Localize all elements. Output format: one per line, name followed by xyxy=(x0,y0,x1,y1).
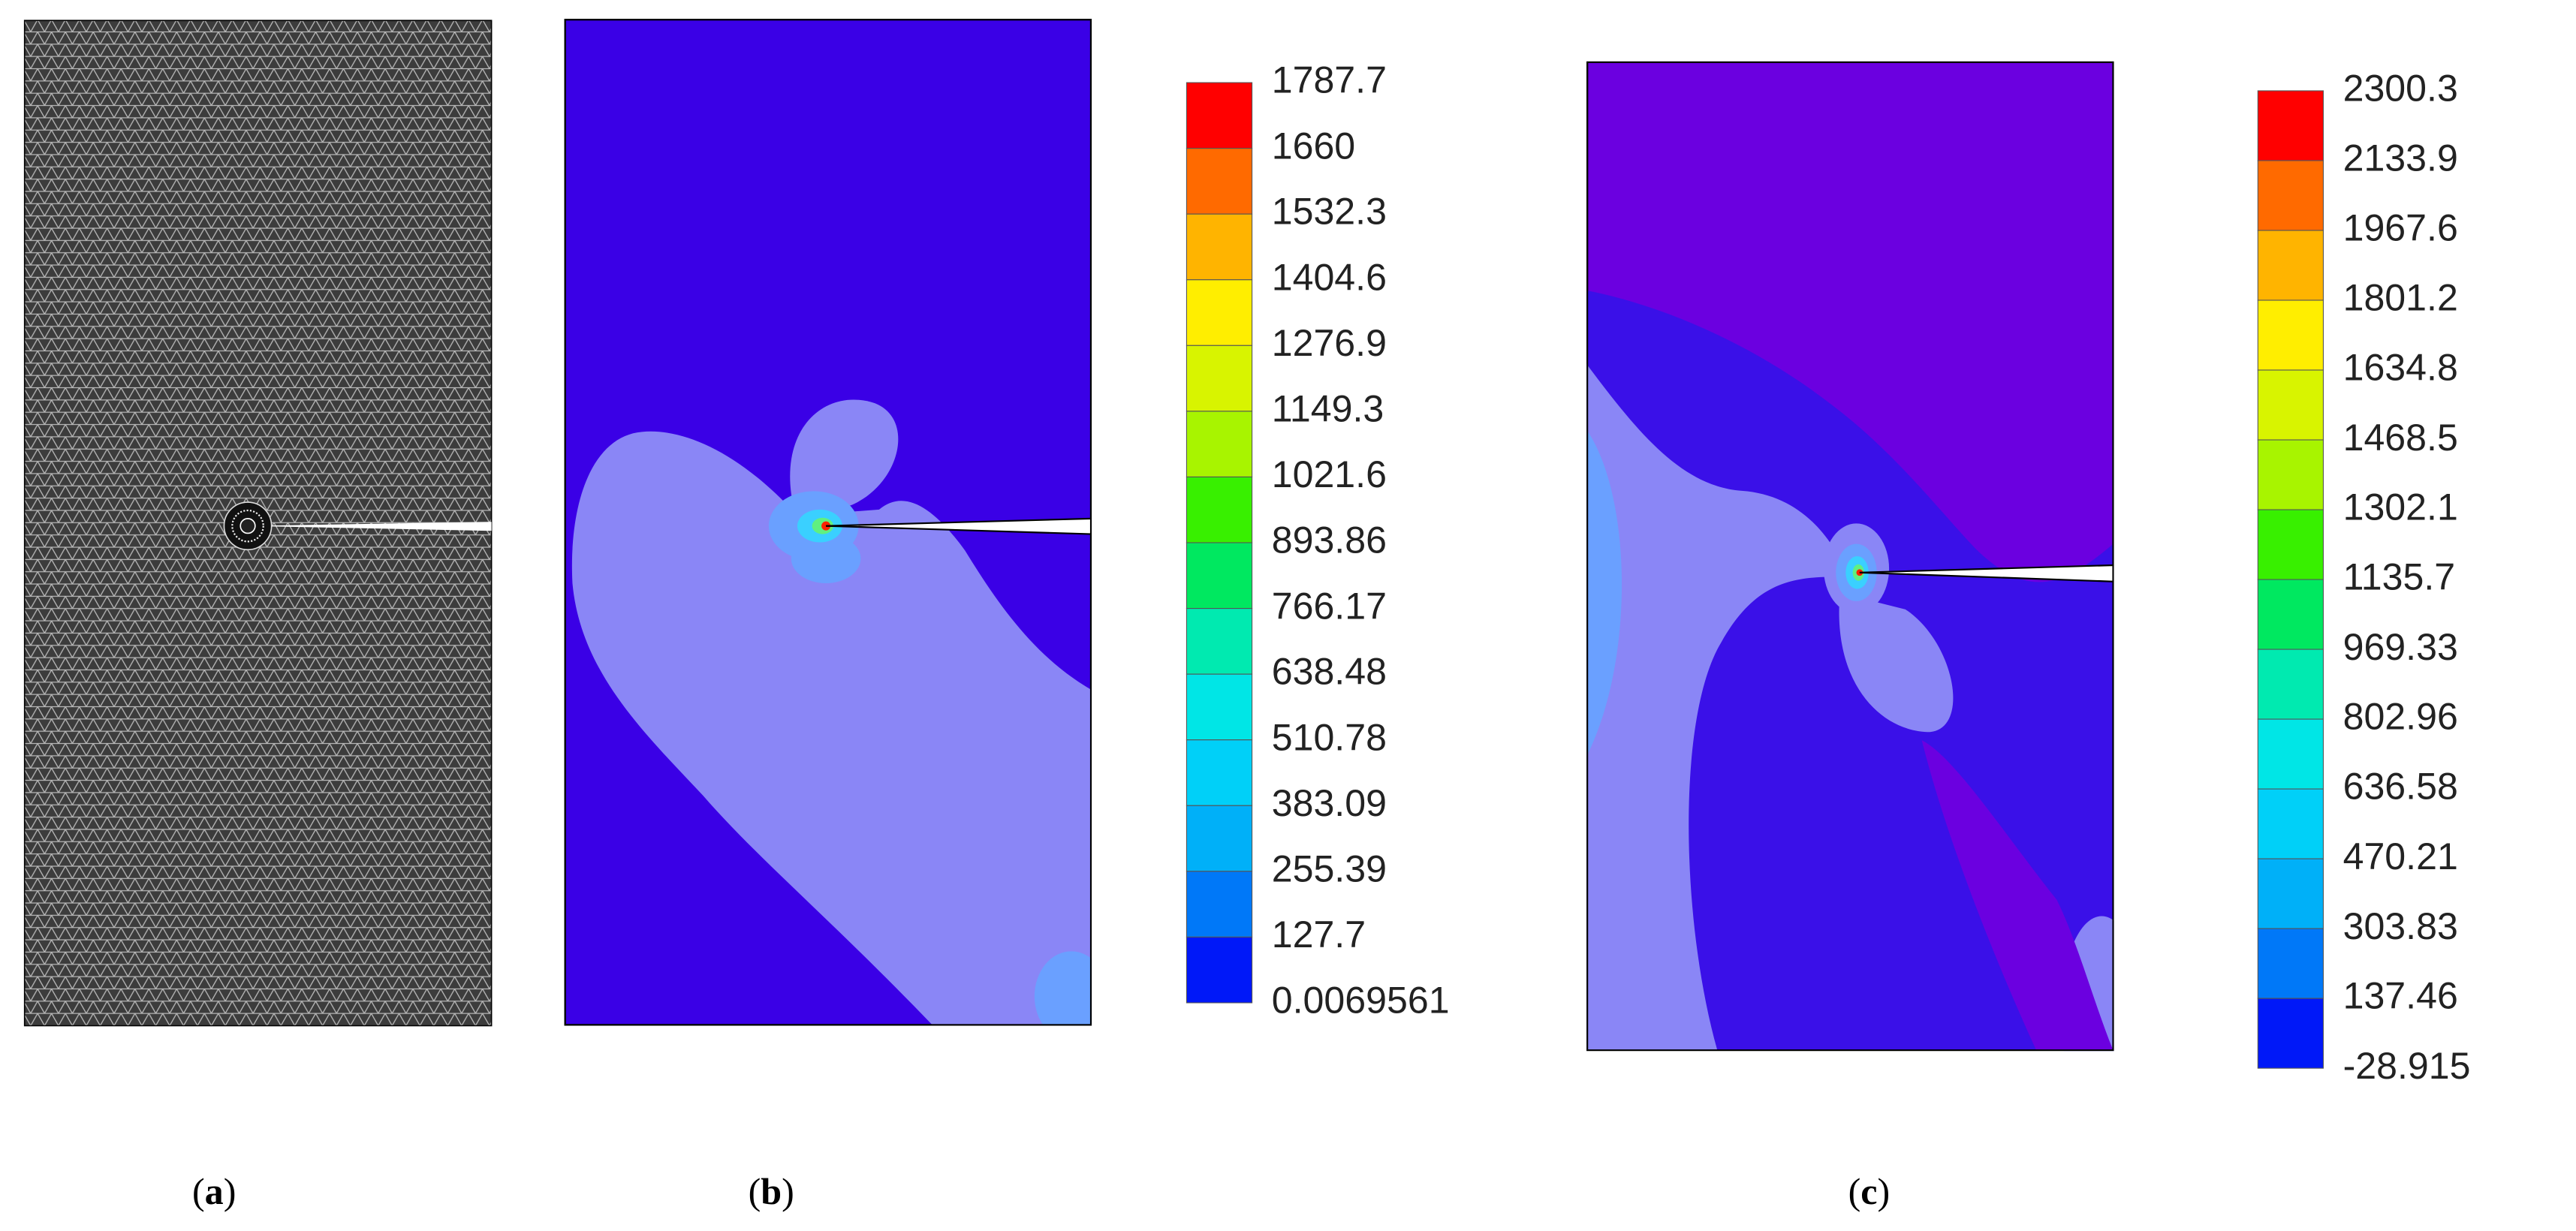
colorbar-label: 2300.3 xyxy=(2343,67,2458,110)
colorbar-label: 1634.8 xyxy=(2343,346,2458,389)
colorbar-label: 1801.2 xyxy=(2343,276,2458,319)
colorbar-label: -28.915 xyxy=(2343,1045,2471,1087)
colorbar-segment xyxy=(2257,928,2324,999)
colorbar-label: 1532.3 xyxy=(1271,191,1387,233)
colorbar-label: 1149.3 xyxy=(1271,387,1384,430)
colorbar-segment xyxy=(2257,369,2324,441)
colorbar-segment xyxy=(2257,160,2324,231)
colorbar-label: 969.33 xyxy=(2343,626,2458,668)
colorbar-segment xyxy=(2257,579,2324,650)
colorbar-segment xyxy=(1186,608,1253,675)
colorbar-label: 255.39 xyxy=(1271,847,1387,890)
colorbar-segment xyxy=(2257,649,2324,720)
contour-panel-c xyxy=(1586,61,2114,1052)
colorbar-segment xyxy=(2257,299,2324,371)
colorbar-label: 893.86 xyxy=(1271,519,1387,561)
colorbar-segment xyxy=(1186,936,1253,1004)
colorbar-label: 303.83 xyxy=(2343,905,2458,947)
colorbar-label: 1135.7 xyxy=(2343,555,2456,598)
colorbar-label: 802.96 xyxy=(2343,696,2458,738)
colorbar-label: 127.7 xyxy=(1271,913,1366,956)
colorbar-label: 1967.6 xyxy=(2343,206,2458,249)
colorbar-label: 383.09 xyxy=(1271,782,1387,824)
stress-plume-b xyxy=(571,431,1092,1025)
colorbar-label: 1302.1 xyxy=(2343,486,2458,528)
colorbar-label: 766.17 xyxy=(1271,585,1387,628)
colorbar-segment xyxy=(1186,542,1253,609)
colorbar-label: 636.58 xyxy=(2343,766,2458,808)
colorbar-label: 470.21 xyxy=(2343,835,2458,877)
colorbar-segment xyxy=(1186,673,1253,741)
colorbar-label: 1468.5 xyxy=(2343,416,2458,459)
colorbar-segment xyxy=(2257,90,2324,161)
colorbar-label: 1404.6 xyxy=(1271,256,1387,299)
colorbar-label: 1276.9 xyxy=(1271,322,1387,364)
contour-crack-b xyxy=(826,518,1092,534)
colorbar-segment xyxy=(1186,805,1253,872)
colorbar-segment xyxy=(2257,509,2324,580)
colorbar-segment xyxy=(1186,411,1253,477)
colorbar-segment xyxy=(2257,230,2324,301)
contour-panel-b xyxy=(564,19,1092,1026)
colorbar-label: 1787.7 xyxy=(1271,59,1387,101)
colorbar-segment xyxy=(1186,739,1253,806)
colorbar-segment xyxy=(2257,718,2324,790)
colorbar-segment xyxy=(2257,858,2324,929)
colorbar-label: 1660 xyxy=(1271,125,1356,167)
colorbar-segment xyxy=(1186,279,1253,346)
colorbar-c xyxy=(2257,90,2324,1069)
caption-a: (a) xyxy=(191,1170,237,1212)
colorbar-label: 1021.6 xyxy=(1271,453,1387,495)
stress-plume-c xyxy=(1586,363,1848,1051)
mesh-panel xyxy=(23,20,493,1027)
contour-crack-c xyxy=(1859,564,2114,582)
colorbar-label: 2133.9 xyxy=(2343,137,2458,179)
caption-c: (c) xyxy=(1848,1170,1891,1212)
mesh-crack xyxy=(246,522,492,531)
colorbar-segment xyxy=(1186,82,1253,149)
colorbar-label: 137.46 xyxy=(2343,975,2458,1017)
colorbar-label: 510.78 xyxy=(1271,716,1387,759)
colorbar-segment xyxy=(1186,148,1253,215)
colorbar-segment xyxy=(1186,871,1253,938)
colorbar-segment xyxy=(1186,476,1253,543)
colorbar-segment xyxy=(2257,998,2324,1069)
colorbar-b xyxy=(1186,82,1253,1004)
colorbar-segment xyxy=(1186,345,1253,412)
colorbar-segment xyxy=(2257,439,2324,510)
caption-b: (b) xyxy=(748,1170,794,1212)
colorbar-segment xyxy=(2257,788,2324,859)
colorbar-label: 638.48 xyxy=(1271,651,1387,693)
colorbar-label: 0.0069561 xyxy=(1271,979,1450,1022)
colorbar-segment xyxy=(1186,213,1253,281)
